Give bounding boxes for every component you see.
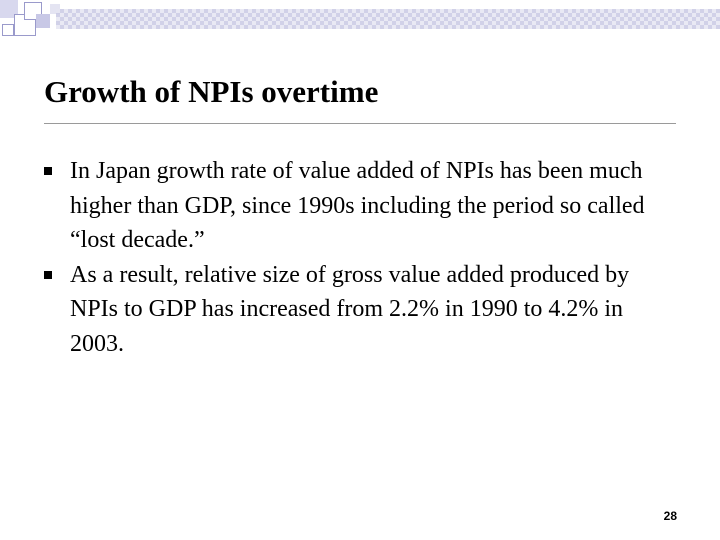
corner-square-decoration xyxy=(0,0,18,18)
corner-square-decoration xyxy=(36,14,50,28)
page-number: 28 xyxy=(663,509,677,523)
bullet-item: In Japan growth rate of value added of N… xyxy=(44,154,674,258)
bullet-item: As a result, relative size of gross valu… xyxy=(44,258,674,362)
bullet-list: In Japan growth rate of value added of N… xyxy=(44,154,674,361)
bullet-text: As a result, relative size of gross valu… xyxy=(70,261,630,357)
square-bullet-icon xyxy=(44,270,52,279)
title-divider xyxy=(44,123,676,124)
corner-square-decoration xyxy=(2,24,14,36)
slide-title: Growth of NPIs overtime xyxy=(44,74,379,109)
bullet-text: In Japan growth rate of value added of N… xyxy=(70,158,645,253)
header-checker-band xyxy=(56,9,720,29)
square-bullet-icon xyxy=(44,167,52,175)
corner-square-decoration xyxy=(50,4,60,14)
